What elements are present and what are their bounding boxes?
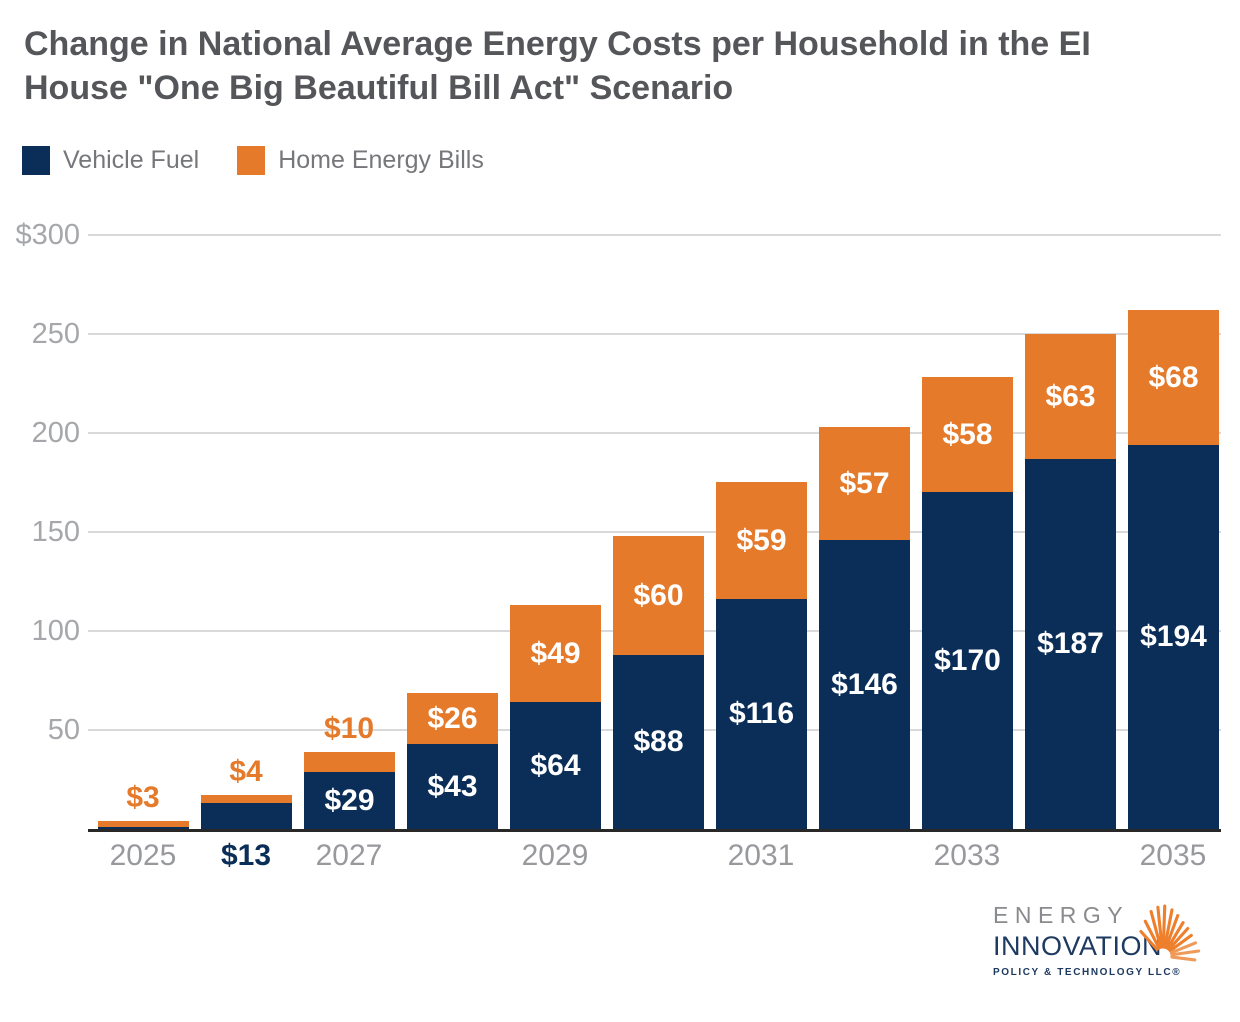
- bar-segment-home-2034: [1025, 334, 1116, 459]
- y-tick-label-200: 200: [31, 417, 80, 449]
- sunburst-ray: [1170, 955, 1197, 962]
- sunburst-ray: [1168, 933, 1193, 953]
- x-tick-label-2031: 2031: [727, 839, 795, 872]
- value-label-vehicle-2028: $43: [427, 770, 478, 803]
- gridline-300: [88, 234, 1221, 236]
- bar-segment-home-2025: [98, 821, 189, 827]
- bar-segment-home-2031: [716, 482, 807, 599]
- sunburst-ray: [1164, 914, 1180, 950]
- value-label-vehicle-2031: $116: [728, 697, 795, 730]
- gridline-150: [88, 531, 1221, 533]
- value-label-vehicle-2026: $13: [220, 839, 272, 872]
- value-label-home-2034: $63: [1045, 380, 1096, 413]
- value-label-home-2031: $59: [736, 524, 787, 557]
- value-label-home-2030: $60: [633, 579, 684, 612]
- bar-segment-home-2032: [819, 427, 910, 540]
- value-label-home-2035: $68: [1148, 361, 1199, 394]
- value-label-vehicle-2034: $187: [1037, 627, 1104, 660]
- value-label-vehicle-2033: $170: [934, 644, 1001, 677]
- bar-segment-vehicle-2026: [201, 803, 292, 829]
- legend-swatch-vehicle-fuel: [22, 146, 50, 175]
- sunburst-ray: [1139, 929, 1159, 951]
- sunburst-ray: [1156, 905, 1164, 949]
- legend-item-home-energy-bills: Home Energy Bills: [237, 146, 484, 175]
- bar-segment-home-2035: [1128, 310, 1219, 445]
- sunburst-ray: [1170, 949, 1201, 957]
- x-tick-label-2025: 2025: [109, 839, 177, 872]
- legend-swatch-home-energy-bills: [237, 146, 266, 175]
- chart-title: Change in National Average Energy Costs …: [24, 25, 1091, 108]
- bar-segment-vehicle-2027: [304, 772, 395, 829]
- legend-label-home-energy-bills: Home Energy Bills: [278, 146, 484, 174]
- x-axis-line: [88, 829, 1221, 832]
- y-tick-label-100: 100: [31, 615, 80, 647]
- value-label-vehicle-2029: $64: [530, 749, 581, 782]
- value-label-home-2026: $4: [229, 755, 263, 788]
- sunburst-ray: [1166, 921, 1185, 950]
- bar-segment-vehicle-2032: [819, 540, 910, 829]
- value-label-home-2027: $10: [323, 712, 375, 745]
- x-tick-label-2029: 2029: [521, 839, 589, 872]
- sunburst-ray: [1169, 941, 1198, 955]
- bar-segment-home-2033: [922, 377, 1013, 492]
- sunburst-ray: [1163, 908, 1174, 949]
- logo-innovation-text: INNOVATION: [993, 931, 1163, 961]
- x-tick-label-2033: 2033: [933, 839, 1001, 872]
- logo-energy-text: ENERGY: [993, 902, 1130, 928]
- bar-segment-vehicle-2029: [510, 702, 601, 829]
- sunburst-ray: [1143, 919, 1161, 950]
- y-tick-label-250: 250: [31, 318, 80, 350]
- logo-subtitle-text: POLICY & TECHNOLOGY LLC®: [993, 967, 1182, 978]
- energy-innovation-logo: ENERGY INNOVATION POLICY & TECHNOLOGY LL…: [993, 902, 1208, 980]
- sunburst-ray: [1167, 926, 1190, 951]
- value-label-vehicle-2030: $88: [633, 725, 684, 758]
- bar-segment-vehicle-2025: [98, 827, 189, 829]
- gridline-250: [88, 333, 1221, 335]
- legend: Vehicle Fuel Home Energy Bills: [22, 146, 484, 175]
- value-label-home-2028: $26: [427, 702, 478, 735]
- bar-segment-home-2030: [613, 536, 704, 655]
- bar-segment-home-2026: [201, 795, 292, 803]
- bar-segment-vehicle-2033: [922, 492, 1013, 829]
- y-tick-label-150: 150: [31, 516, 80, 548]
- x-tick-label-2027: 2027: [315, 839, 383, 872]
- sunburst-ray: [1149, 910, 1163, 949]
- bar-segment-home-2027: [304, 752, 395, 772]
- sunburst-ray: [1161, 904, 1167, 949]
- value-label-home-2025: $3: [126, 781, 160, 814]
- value-label-home-2032: $57: [839, 467, 890, 500]
- bar-segment-vehicle-2035: [1128, 445, 1219, 829]
- value-label-home-2029: $49: [530, 637, 581, 670]
- bar-segment-home-2029: [510, 605, 601, 702]
- legend-label-vehicle-fuel: Vehicle Fuel: [63, 146, 200, 174]
- bar-segment-home-2028: [407, 693, 498, 744]
- y-tick-label-50: 50: [47, 714, 80, 746]
- gridline-200: [88, 432, 1221, 434]
- value-label-vehicle-2032: $146: [831, 668, 898, 701]
- y-tick-label-300: $300: [15, 219, 80, 251]
- legend-item-vehicle-fuel: Vehicle Fuel: [22, 146, 199, 175]
- sunburst-icon: [1139, 904, 1201, 962]
- x-tick-label-2035: 2035: [1139, 839, 1207, 872]
- value-label-home-2033: $58: [942, 418, 993, 451]
- value-label-vehicle-2027: $29: [324, 784, 375, 817]
- bar-segment-vehicle-2031: [716, 599, 807, 829]
- value-label-vehicle-2035: $194: [1140, 620, 1207, 653]
- bar-segment-vehicle-2028: [407, 744, 498, 829]
- bar-segment-vehicle-2030: [613, 655, 704, 829]
- bar-segment-vehicle-2034: [1025, 459, 1116, 829]
